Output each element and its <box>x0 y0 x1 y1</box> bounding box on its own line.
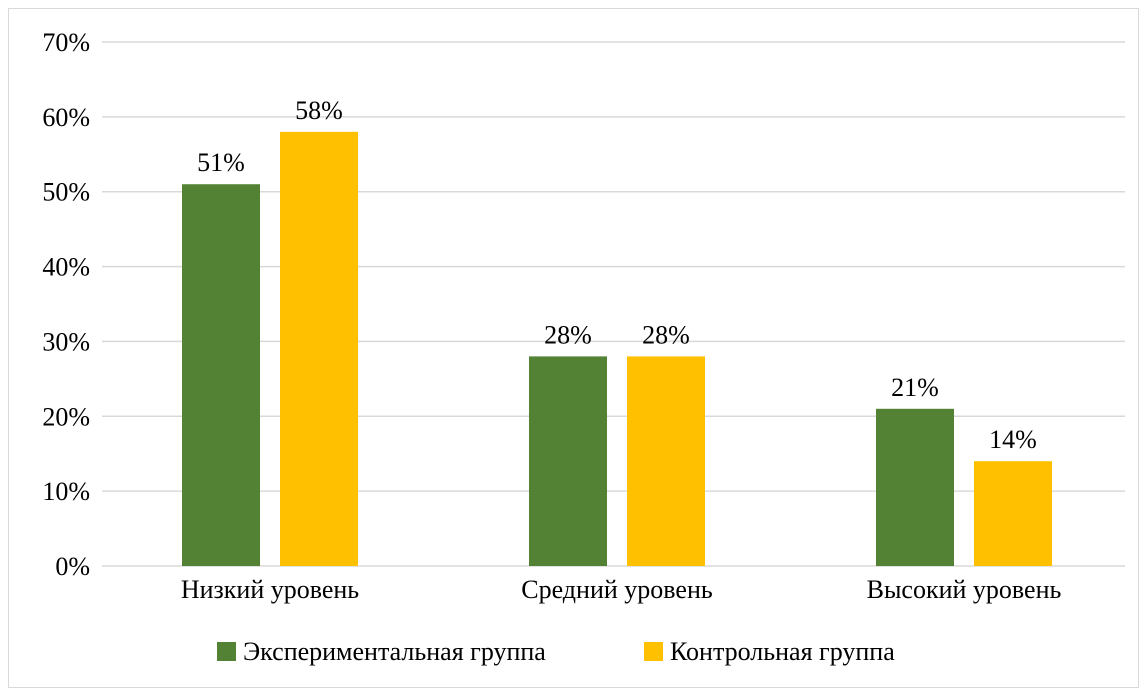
y-tick-label: 0% <box>55 552 90 581</box>
x-axis-categories: Низкий уровень Средний уровень Высокий уро… <box>181 575 1062 604</box>
bar-series-0-cat-0 <box>182 184 260 566</box>
x-category-label: Средний уровень <box>521 575 713 604</box>
y-tick-label: 70% <box>42 28 90 57</box>
bar-series-0-cat-1 <box>529 356 607 566</box>
legend-swatch-0 <box>217 642 236 661</box>
data-label: 14% <box>989 425 1037 454</box>
gridlines <box>102 41 1125 567</box>
legend: Экспериментальная группа Контрольная груп… <box>217 637 895 666</box>
y-tick-label: 10% <box>42 477 90 506</box>
data-label: 28% <box>642 320 690 349</box>
y-tick-label: 30% <box>42 327 90 356</box>
y-tick-label: 60% <box>42 103 90 132</box>
data-labels: 51% 28% 21% 58% 28% 14% <box>197 96 1037 454</box>
data-label: 28% <box>544 320 592 349</box>
y-tick-label: 50% <box>42 178 90 207</box>
data-label: 21% <box>891 373 939 402</box>
legend-swatch-1 <box>644 642 663 661</box>
legend-label-0: Экспериментальная группа <box>243 637 546 666</box>
y-tick-label: 20% <box>42 402 90 431</box>
legend-label-1: Контрольная группа <box>670 637 895 666</box>
y-tick-label: 40% <box>42 253 90 282</box>
bar-series-1-cat-0 <box>280 131 358 567</box>
bar-series-1-cat-2 <box>974 461 1052 566</box>
bar-series-1-cat-1 <box>627 356 705 566</box>
bars <box>182 131 1052 567</box>
x-category-label: Низкий уровень <box>181 575 359 604</box>
bar-series-0-cat-2 <box>876 408 954 566</box>
y-axis-ticks: 0% 10% 20% 30% 40% 50% 60% 70% <box>42 28 90 581</box>
data-label: 58% <box>295 96 343 125</box>
x-category-label: Высокий уровень <box>867 575 1062 604</box>
data-label: 51% <box>197 148 245 177</box>
